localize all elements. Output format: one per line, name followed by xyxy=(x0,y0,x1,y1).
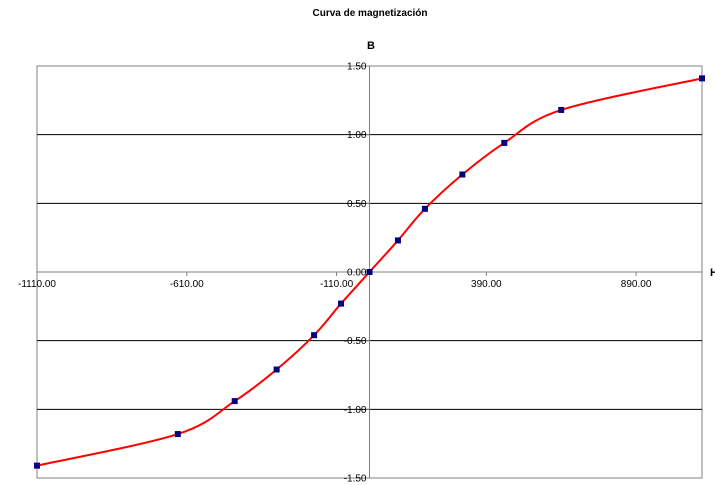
data-point xyxy=(231,398,238,405)
data-point xyxy=(394,237,401,244)
data-point xyxy=(501,139,508,146)
data-point xyxy=(421,205,428,212)
data-point xyxy=(699,75,705,82)
data-point xyxy=(311,332,318,339)
x-tick-label: -1110.00 xyxy=(18,279,56,290)
x-axis-label: H xyxy=(710,267,715,279)
y-tick-label: -1.00 xyxy=(344,405,367,416)
data-point xyxy=(34,462,40,469)
y-tick-label: 0.50 xyxy=(347,199,367,210)
chart-title: Curva de magnetización xyxy=(312,8,427,19)
y-tick-label: -1.50 xyxy=(344,474,367,485)
data-point xyxy=(459,171,466,178)
tick-labels: -1.50 -1.00 -0.50 0.00 0.50 1.00 1.50 -1110.00 -… xyxy=(18,62,652,485)
data-point xyxy=(338,300,345,307)
series xyxy=(34,75,705,469)
y-tick-label: 1.50 xyxy=(347,62,367,73)
x-tick-label: 390.00 xyxy=(471,279,502,290)
data-point xyxy=(558,106,565,113)
y-tick-label: 0.00 xyxy=(347,268,367,279)
y-tick-label: -0.50 xyxy=(344,336,367,347)
y-axis-label: B xyxy=(367,40,375,52)
data-point xyxy=(366,269,373,275)
y-tick-label: 1.00 xyxy=(347,130,367,141)
data-point xyxy=(273,366,280,373)
x-tick-label: -610.00 xyxy=(170,279,204,290)
x-tick-label: 890.00 xyxy=(621,279,652,290)
data-point xyxy=(174,431,181,438)
x-tick-label: -110.00 xyxy=(320,279,354,290)
